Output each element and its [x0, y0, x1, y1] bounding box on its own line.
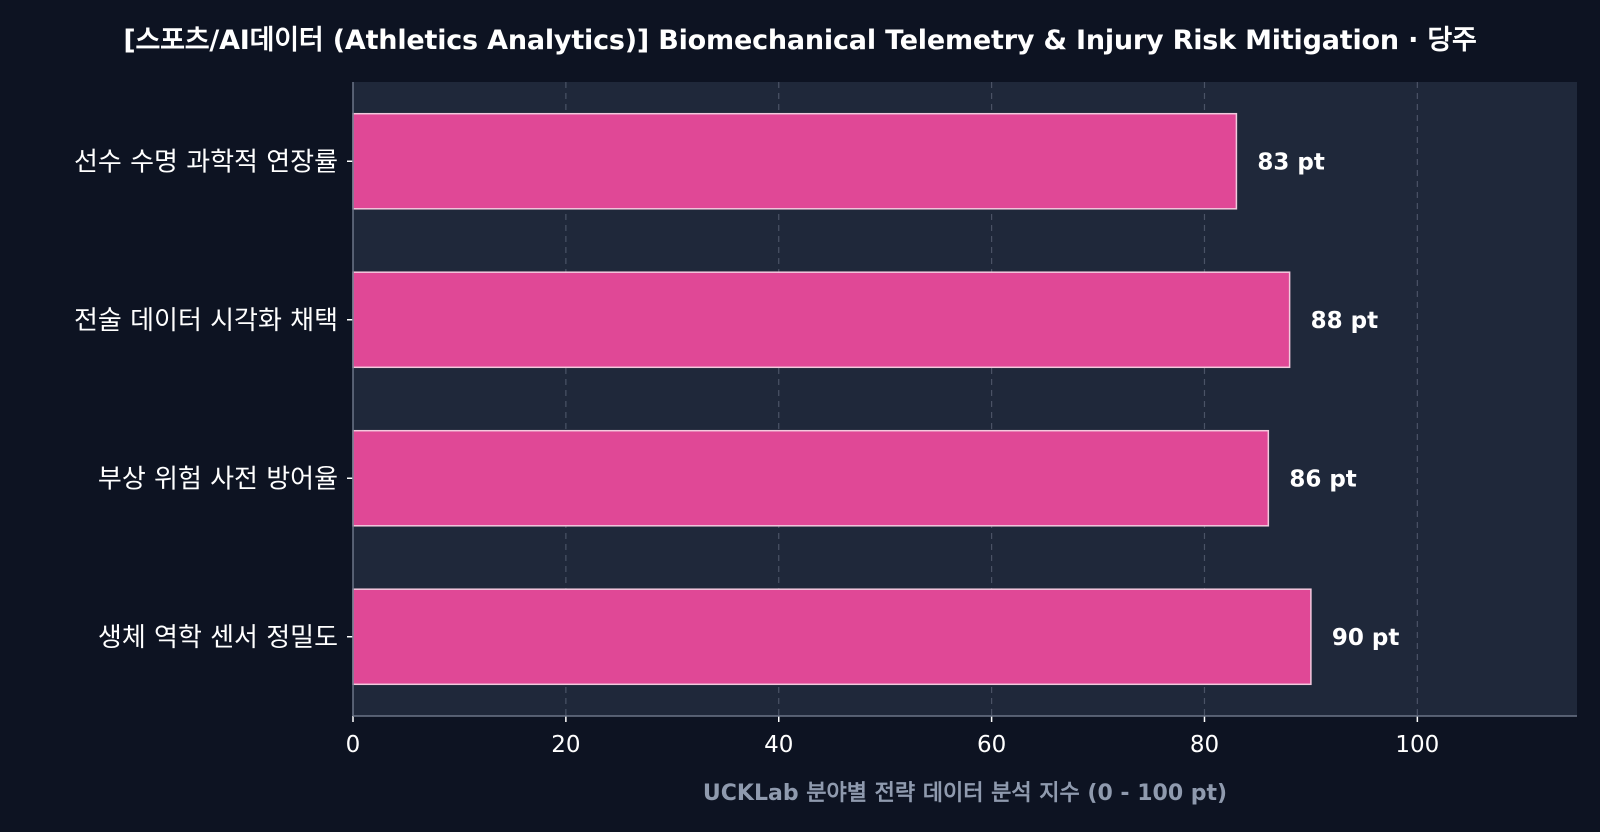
x-tick-label: 100: [1395, 732, 1439, 758]
y-tick-label: 생체 역학 센서 정밀도: [98, 623, 338, 653]
x-tick-label: 40: [764, 732, 793, 758]
bar: [352, 112, 1238, 210]
data-label: 86 pt: [1289, 466, 1356, 492]
data-label: 90 pt: [1332, 625, 1399, 651]
y-tick-label: 전술 데이터 시각화 채택: [74, 306, 338, 336]
y-tick-label: 부상 위험 사전 방어율: [98, 464, 338, 494]
data-label: 88 pt: [1311, 308, 1378, 334]
x-axis-title: UCKLab 분야별 전략 데이터 분석 지수 (0 - 100 pt): [703, 781, 1227, 806]
bar: [352, 271, 1291, 369]
bars: [352, 112, 1312, 686]
data-label: 83 pt: [1257, 149, 1324, 175]
y-tick-label: 선수 수명 과학적 연장률: [74, 147, 338, 177]
data-labels: 83 pt 88 pt 86 pt 90 pt: [1257, 149, 1399, 651]
x-tick-label: 0: [346, 732, 361, 758]
x-tick-label: 80: [1190, 732, 1219, 758]
x-tick-label: 60: [977, 732, 1006, 758]
x-tick-label: 20: [551, 732, 580, 758]
chart-title: [스포츠/AI데이터 (Athletics Analytics)] Biomec…: [123, 25, 1477, 56]
bar: [352, 588, 1312, 686]
bar: [352, 429, 1270, 527]
